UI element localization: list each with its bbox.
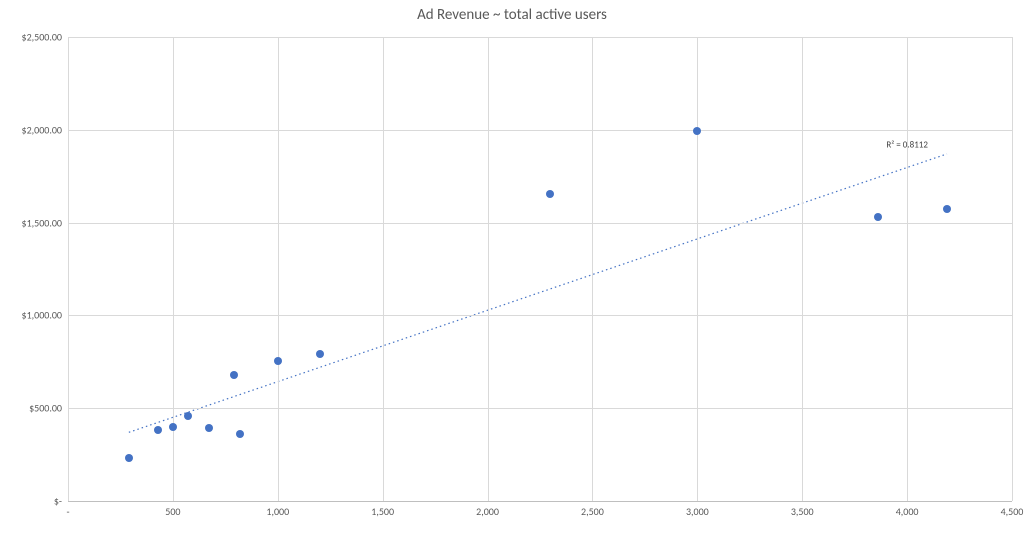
data-point	[236, 430, 244, 438]
r-squared-label: R² = 0.8112	[886, 139, 928, 150]
gridline-horizontal	[68, 408, 1012, 409]
gridline-vertical	[802, 37, 803, 501]
gridline-vertical	[383, 37, 384, 501]
y-tick-label: $2,000.00	[22, 123, 69, 136]
gridline-horizontal	[68, 37, 1012, 38]
x-tick-label: -	[66, 501, 69, 518]
x-tick-label: 500	[165, 501, 180, 518]
data-point	[169, 423, 177, 431]
y-tick-label: $1,000.00	[22, 309, 69, 322]
data-point	[230, 371, 238, 379]
x-tick-label: 2,500	[581, 501, 604, 518]
data-point	[693, 127, 701, 135]
y-tick-label: $1,500.00	[22, 216, 69, 229]
x-tick-label: 4,000	[896, 501, 919, 518]
data-point	[205, 424, 213, 432]
x-tick-label: 4,500	[1001, 501, 1024, 518]
data-point	[184, 412, 192, 420]
gridline-vertical	[68, 37, 69, 501]
trendline	[129, 154, 947, 432]
gridline-vertical	[592, 37, 593, 501]
gridline-vertical	[1012, 37, 1013, 501]
gridline-vertical	[907, 37, 908, 501]
y-tick-label: $500.00	[29, 402, 68, 415]
data-point	[874, 213, 882, 221]
gridline-horizontal	[68, 223, 1012, 224]
x-tick-label: 3,000	[686, 501, 709, 518]
gridline-horizontal	[68, 130, 1012, 131]
data-point	[943, 205, 951, 213]
data-point	[274, 357, 282, 365]
x-tick-label: 1,000	[266, 501, 289, 518]
x-tick-label: 3,500	[791, 501, 814, 518]
data-point	[546, 190, 554, 198]
chart-title: Ad Revenue ~ total active users	[0, 6, 1024, 24]
gridline-vertical	[278, 37, 279, 501]
gridline-vertical	[173, 37, 174, 501]
gridline-vertical	[488, 37, 489, 501]
y-tick-label: $2,500.00	[22, 31, 69, 44]
gridline-vertical	[697, 37, 698, 501]
gridline-horizontal	[68, 315, 1012, 316]
x-tick-label: 2,000	[476, 501, 499, 518]
chart-container: Ad Revenue ~ total active users $-$500.0…	[0, 0, 1024, 534]
plot-area: $-$500.00$1,000.00$1,500.00$2,000.00$2,5…	[68, 36, 1012, 501]
x-tick-label: 1,500	[371, 501, 394, 518]
data-point	[316, 350, 324, 358]
data-point	[125, 454, 133, 462]
gridline-horizontal	[68, 501, 1012, 502]
data-point	[154, 426, 162, 434]
